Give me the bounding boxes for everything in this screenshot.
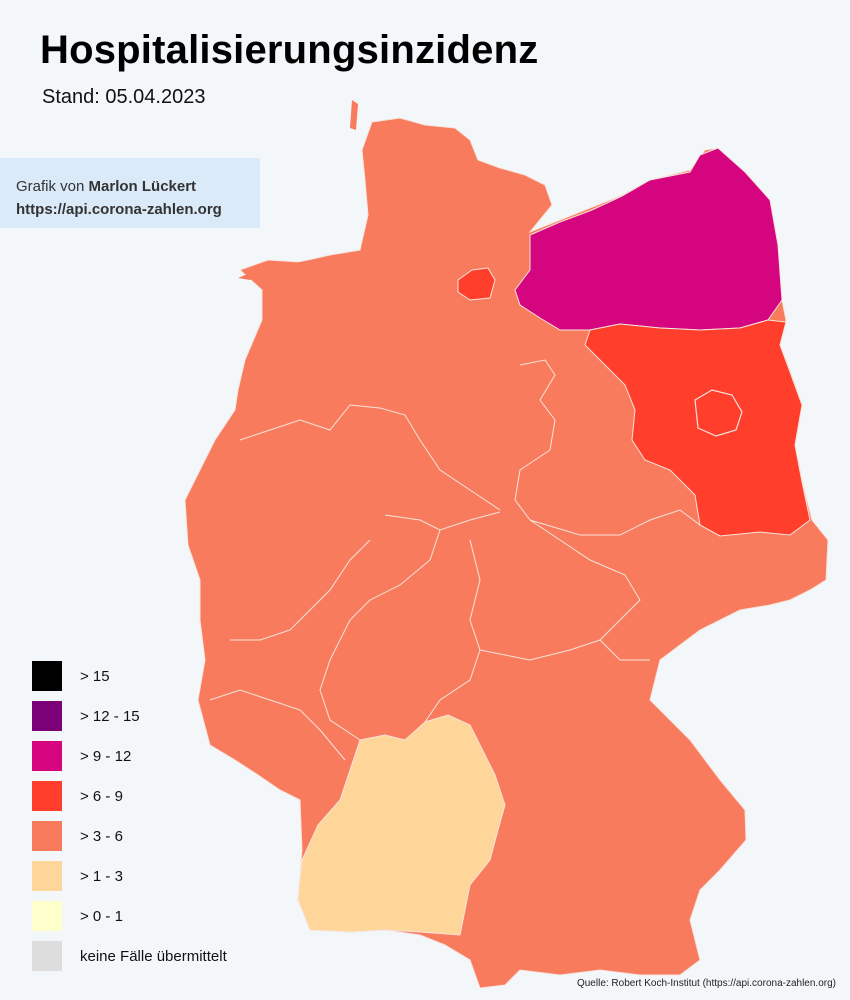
page-title: Hospitalisierungsinzidenz [40, 28, 539, 72]
legend-label: > 6 - 9 [80, 787, 123, 805]
coastline-islands [238, 100, 358, 280]
legend-item: > 1 - 3 [32, 856, 227, 896]
legend-label: > 15 [80, 667, 110, 685]
legend-item: > 3 - 6 [32, 816, 227, 856]
legend-label: > 3 - 6 [80, 827, 123, 845]
state-borders [209, 359, 701, 761]
legend-swatch [32, 941, 62, 971]
source-note: Quelle: Robert Koch-Institut (https://ap… [576, 978, 836, 989]
credit-author: Marlon Lückert [88, 178, 197, 195]
region-berlin [694, 389, 743, 437]
region-mecklenburg-vorpommern [514, 147, 783, 331]
legend-label: keine Fälle übermittelt [80, 947, 227, 965]
legend-item: > 15 [32, 656, 227, 696]
region-baden-wuerttemberg [297, 714, 506, 936]
legend-swatch [32, 821, 62, 851]
legend-label: > 1 - 3 [80, 867, 123, 885]
legend-label: > 9 - 12 [80, 747, 132, 765]
legend-swatch [32, 741, 62, 771]
legend-item: keine Fälle übermittelt [32, 936, 227, 976]
legend-swatch [32, 901, 62, 931]
page-subtitle: Stand: 05.04.2023 [42, 86, 206, 108]
legend-label: > 12 - 15 [80, 707, 140, 725]
legend-item: > 0 - 1 [32, 896, 227, 936]
credit-url[interactable]: https://api.corona-zahlen.org [16, 201, 222, 218]
credit-line: Grafik von Marlon Lückert [16, 175, 260, 198]
legend-item: > 9 - 12 [32, 736, 227, 776]
legend-swatch [32, 861, 62, 891]
legend-item: > 12 - 15 [32, 696, 227, 736]
credit-box: Grafik von Marlon Lückert https://api.co… [0, 158, 260, 228]
legend-label: > 0 - 1 [80, 907, 123, 925]
legend: > 15 > 12 - 15 > 9 - 12 > 6 - 9 > 3 - 6 … [32, 656, 227, 976]
legend-swatch [32, 701, 62, 731]
credit-prefix: Grafik von [16, 178, 89, 195]
region-hamburg [457, 267, 496, 301]
legend-item: > 6 - 9 [32, 776, 227, 816]
legend-swatch [32, 781, 62, 811]
legend-swatch [32, 661, 62, 691]
